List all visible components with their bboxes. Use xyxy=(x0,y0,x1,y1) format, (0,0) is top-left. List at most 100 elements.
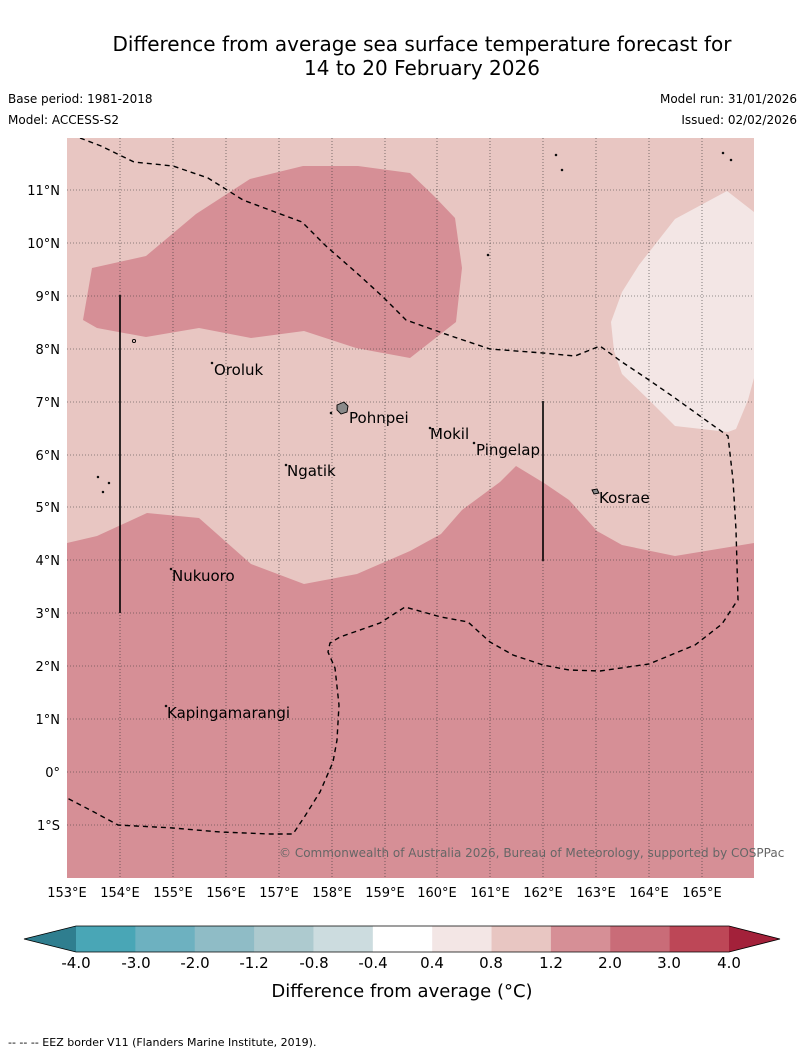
colorbar-cell xyxy=(432,926,493,952)
lon-label: 160°E xyxy=(417,886,457,901)
islet-3 xyxy=(284,463,288,467)
lat-label: 0° xyxy=(45,766,60,781)
islet-7 xyxy=(169,567,173,571)
colorbar-extend-low xyxy=(24,926,76,952)
colorbar-cell xyxy=(135,926,196,952)
colorbar-cell xyxy=(254,926,314,952)
islet-8 xyxy=(164,704,168,708)
lon-label: 163°E xyxy=(576,886,616,901)
colorbar-tick: 0.8 xyxy=(479,954,503,972)
place-label-kapingamarangi: Kapingamarangi xyxy=(167,704,290,722)
eez-footnote: -- -- -- EEZ border V11 (Flanders Marine… xyxy=(8,1036,317,1049)
map-area: Oroluk Pohnpei Mokil Pingelap Ngatik Kos… xyxy=(67,138,754,878)
copyright-notice: © Commonwealth of Australia 2026, Bureau… xyxy=(279,846,784,860)
colorbar-extend-high xyxy=(729,926,780,952)
chart-title: Difference from average sea surface temp… xyxy=(0,32,804,80)
place-label-oroluk: Oroluk xyxy=(214,361,263,379)
colorbar-tick: -3.0 xyxy=(121,954,150,972)
islet-2 xyxy=(210,361,214,365)
lon-label: 154°E xyxy=(100,886,140,901)
colorbar-tick: -2.0 xyxy=(180,954,209,972)
islet-13 xyxy=(560,168,564,172)
islet-6 xyxy=(329,411,333,415)
title-line-1: Difference from average sea surface temp… xyxy=(112,32,732,56)
place-label-ngatik: Ngatik xyxy=(287,462,336,480)
colorbar-cell xyxy=(372,926,433,952)
lon-label: 162°E xyxy=(523,886,563,901)
lat-label: 5°N xyxy=(36,501,61,516)
map-figure: Oroluk Pohnpei Mokil Pingelap Ngatik Kos… xyxy=(23,138,784,1002)
pohnpei-island xyxy=(336,401,349,415)
anomaly-region-1.2-2.0-south xyxy=(67,466,754,878)
colorbar-tick: 4.0 xyxy=(717,954,741,972)
islet-9 xyxy=(96,475,100,479)
colorbar-tick: -1.2 xyxy=(239,954,268,972)
lon-label: 157°E xyxy=(259,886,299,901)
lon-label: 156°E xyxy=(206,886,246,901)
gridlines xyxy=(67,138,754,878)
lat-label: 2°N xyxy=(36,660,61,675)
colorbar-cell xyxy=(610,926,671,952)
place-label-pohnpei: Pohnpei xyxy=(349,409,409,427)
lat-label: 9°N xyxy=(36,290,61,305)
kosrae-island xyxy=(591,488,600,495)
islands xyxy=(96,151,733,708)
lon-label: 159°E xyxy=(365,886,405,901)
longitude-labels: 153°E 154°E 155°E 156°E 157°E 158°E 159°… xyxy=(47,886,722,901)
islet-4 xyxy=(428,426,432,430)
islet-16 xyxy=(486,253,490,257)
colorbar-tick: -0.4 xyxy=(358,954,387,972)
lat-label: 10°N xyxy=(27,237,60,252)
colorbar-title: Difference from average (°C) xyxy=(271,981,532,1002)
colorbar-cell xyxy=(669,926,730,952)
lat-label: 6°N xyxy=(36,449,61,464)
islet-10 xyxy=(107,481,111,485)
anomaly-region-0.4-0.8-east xyxy=(611,191,754,432)
colorbar-outline xyxy=(23,925,781,953)
lat-label: 3°N xyxy=(36,607,61,622)
colorbar-tick: 2.0 xyxy=(598,954,622,972)
colorbar-cell xyxy=(313,926,374,952)
place-label-kosrae: Kosrae xyxy=(599,489,650,507)
colorbar-cells xyxy=(23,925,781,953)
islet-5 xyxy=(472,441,476,445)
lat-label: 1°S xyxy=(37,819,60,834)
latitude-labels: 11°N 10°N 9°N 8°N 7°N 6°N 5°N 4°N 3°N 2°… xyxy=(27,184,60,834)
colorbar: -4.0 -3.0 -2.0 -1.2 -0.8 -0.4 0.4 0.8 1.… xyxy=(23,925,781,1002)
model-name: Model: ACCESS-S2 xyxy=(8,113,120,127)
colorbar-cell xyxy=(491,926,552,952)
lat-label: 7°N xyxy=(36,396,61,411)
issued-date: Issued: 02/02/2026 xyxy=(681,113,797,127)
colorbar-tick: 3.0 xyxy=(657,954,681,972)
colorbar-ticks: -4.0 -3.0 -2.0 -1.2 -0.8 -0.4 0.4 0.8 1.… xyxy=(61,954,741,972)
lon-label: 165°E xyxy=(682,886,722,901)
islet-1 xyxy=(131,338,137,344)
anomaly-region-1.2-2.0-north xyxy=(83,166,462,358)
lon-label: 161°E xyxy=(470,886,510,901)
colorbar-tick: 0.4 xyxy=(420,954,444,972)
colorbar-tick: -4.0 xyxy=(61,954,90,972)
colorbar-tick: -0.8 xyxy=(299,954,328,972)
islet-12 xyxy=(554,153,558,157)
place-label-nukuoro: Nukuoro xyxy=(172,567,235,585)
eez-borders xyxy=(67,138,739,835)
islet-11 xyxy=(101,490,105,494)
islet-14 xyxy=(721,151,725,155)
lon-label: 153°E xyxy=(47,886,87,901)
colorbar-cell xyxy=(194,926,255,952)
lon-label: 164°E xyxy=(629,886,669,901)
colorbar-cell xyxy=(76,926,136,952)
lat-label: 4°N xyxy=(36,554,61,569)
colorbar-tick: 1.2 xyxy=(539,954,563,972)
lon-label: 155°E xyxy=(153,886,193,901)
place-label-mokil: Mokil xyxy=(430,425,469,443)
colorbar-cell xyxy=(550,926,611,952)
base-period: Base period: 1981-2018 xyxy=(8,92,153,106)
lat-label: 11°N xyxy=(27,184,60,199)
islet-15 xyxy=(729,158,733,162)
title-line-2: 14 to 20 February 2026 xyxy=(304,56,540,80)
lat-label: 8°N xyxy=(36,343,61,358)
lon-label: 158°E xyxy=(312,886,352,901)
place-label-pingelap: Pingelap xyxy=(476,441,540,459)
model-run: Model run: 31/01/2026 xyxy=(659,92,797,106)
